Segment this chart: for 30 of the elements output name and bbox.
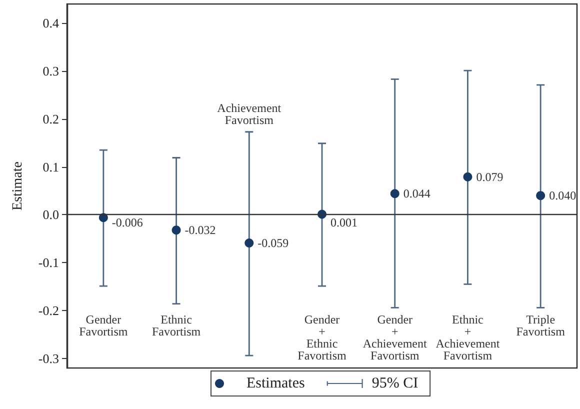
x-tick-label: Gender + Achievement Favortism	[362, 312, 428, 363]
y-tick-label: 0.3	[42, 64, 59, 79]
legend-label: Estimates	[246, 376, 305, 392]
point	[172, 226, 181, 235]
data-label: -0.032	[184, 223, 216, 238]
y-axis-title: Estimate	[10, 162, 26, 210]
y-tick-label: 0.2	[42, 111, 59, 126]
data-label: 0.044	[403, 186, 430, 201]
text: 95% CI	[372, 376, 418, 392]
y-tick-label: -0.1	[38, 255, 59, 270]
x-tick-label: Ethnic + Achievement Favortism	[436, 312, 500, 363]
data-label: -0.006	[112, 216, 143, 230]
point	[463, 172, 472, 182]
data-label: 0.001	[330, 216, 358, 230]
point	[536, 191, 546, 200]
x-tick-label: Gender Favortism	[79, 312, 128, 339]
y-tick-label: -0.2	[38, 303, 59, 318]
y-tick-label: -0.3	[38, 350, 59, 366]
x-tick-label: Gender + Ethnic Favortism	[298, 312, 347, 363]
x-tick-label: Achievement Favortism	[217, 100, 282, 127]
data-label: -0.059	[258, 236, 289, 250]
y-tick-label: 0.1	[42, 159, 59, 174]
data-label: 0.040	[549, 188, 576, 203]
y-tick-label: 0.0	[42, 207, 59, 222]
point	[390, 189, 400, 198]
point	[244, 238, 254, 248]
y-tick-label: 0.4	[42, 16, 60, 31]
x-tick-label: Triple Favortism	[516, 312, 566, 339]
x-tick-label: Ethnic Favortism	[152, 312, 202, 339]
data-label: 0.079	[476, 170, 504, 184]
